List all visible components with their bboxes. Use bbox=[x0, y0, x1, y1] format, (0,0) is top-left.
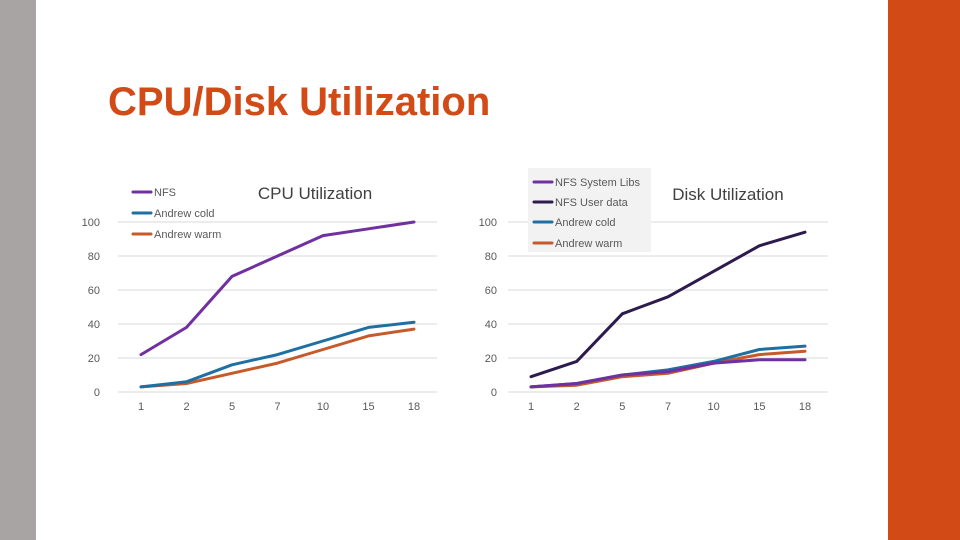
disk-utilization-series-nfs-user-data-line bbox=[529, 230, 807, 379]
cpu-utilization-y-tick-label: 20 bbox=[88, 353, 100, 365]
cpu-utilization-y-tick-label: 80 bbox=[88, 251, 100, 263]
disk-utilization-title: Disk Utilization bbox=[672, 185, 783, 204]
cpu-utilization-y-tick-label: 100 bbox=[82, 217, 100, 229]
cpu-utilization-x-tick-label: 10 bbox=[317, 401, 329, 413]
cpu-utilization-y-tick-label: 60 bbox=[88, 285, 100, 297]
disk-utilization-y-tick-label: 80 bbox=[485, 251, 497, 263]
cpu-utilization-series-nfs-line bbox=[139, 220, 416, 357]
cpu-utilization-series-andrew-cold-line bbox=[139, 320, 416, 389]
disk-utilization-y-tick-label: 0 bbox=[491, 387, 497, 399]
disk-utilization-x-tick-label: 1 bbox=[528, 401, 534, 413]
disk-utilization-y-tick-label: 60 bbox=[485, 285, 497, 297]
disk-utilization-x-tick-label: 2 bbox=[574, 401, 580, 413]
slide-title: CPU/Disk Utilization bbox=[108, 80, 491, 124]
cpu-utilization-legend-label: Andrew warm bbox=[154, 229, 221, 241]
disk-utilization-legend-label: Andrew warm bbox=[555, 238, 622, 250]
disk-utilization-x-tick-label: 7 bbox=[665, 401, 671, 413]
cpu-utilization-y-tick-label: 0 bbox=[94, 387, 100, 399]
cpu-utilization-x-tick-label: 1 bbox=[138, 401, 144, 413]
left-decor-bar bbox=[0, 0, 36, 540]
cpu-utilization-x-tick-label: 15 bbox=[362, 401, 374, 413]
disk-utilization-legend-label: NFS System Libs bbox=[555, 177, 640, 189]
cpu-utilization-series-andrew-warm-line bbox=[139, 327, 416, 389]
disk-utilization-series-andrew-warm-line bbox=[529, 349, 807, 389]
cpu-utilization-x-tick-label: 2 bbox=[183, 401, 189, 413]
disk-utilization-y-tick-label: 100 bbox=[479, 217, 497, 229]
disk-utilization-x-tick-label: 18 bbox=[799, 401, 811, 413]
cpu-utilization-x-tick-label: 5 bbox=[229, 401, 235, 413]
disk-utilization-legend-label: NFS User data bbox=[555, 197, 629, 209]
cpu-utilization-legend-label: NFS bbox=[154, 187, 176, 199]
cpu-utilization-legend-label: Andrew cold bbox=[154, 208, 215, 220]
disk-utilization-x-tick-label: 10 bbox=[708, 401, 720, 413]
disk-utilization-y-tick-label: 40 bbox=[485, 319, 497, 331]
disk-utilization-x-tick-label: 15 bbox=[753, 401, 765, 413]
disk-utilization-series-andrew-cold-line bbox=[529, 344, 807, 389]
right-accent-bar bbox=[888, 0, 960, 540]
cpu-utilization-x-tick-label: 7 bbox=[274, 401, 280, 413]
cpu-utilization-x-tick-label: 18 bbox=[408, 401, 420, 413]
disk-utilization-x-tick-label: 5 bbox=[619, 401, 625, 413]
cpu-utilization-title: CPU Utilization bbox=[258, 184, 372, 203]
cpu-utilization-y-tick-label: 40 bbox=[88, 319, 100, 331]
disk-utilization-series-nfs-system-libs-line bbox=[529, 358, 807, 389]
disk-utilization-y-tick-label: 20 bbox=[485, 353, 497, 365]
disk-utilization-legend-label: Andrew cold bbox=[555, 217, 616, 229]
